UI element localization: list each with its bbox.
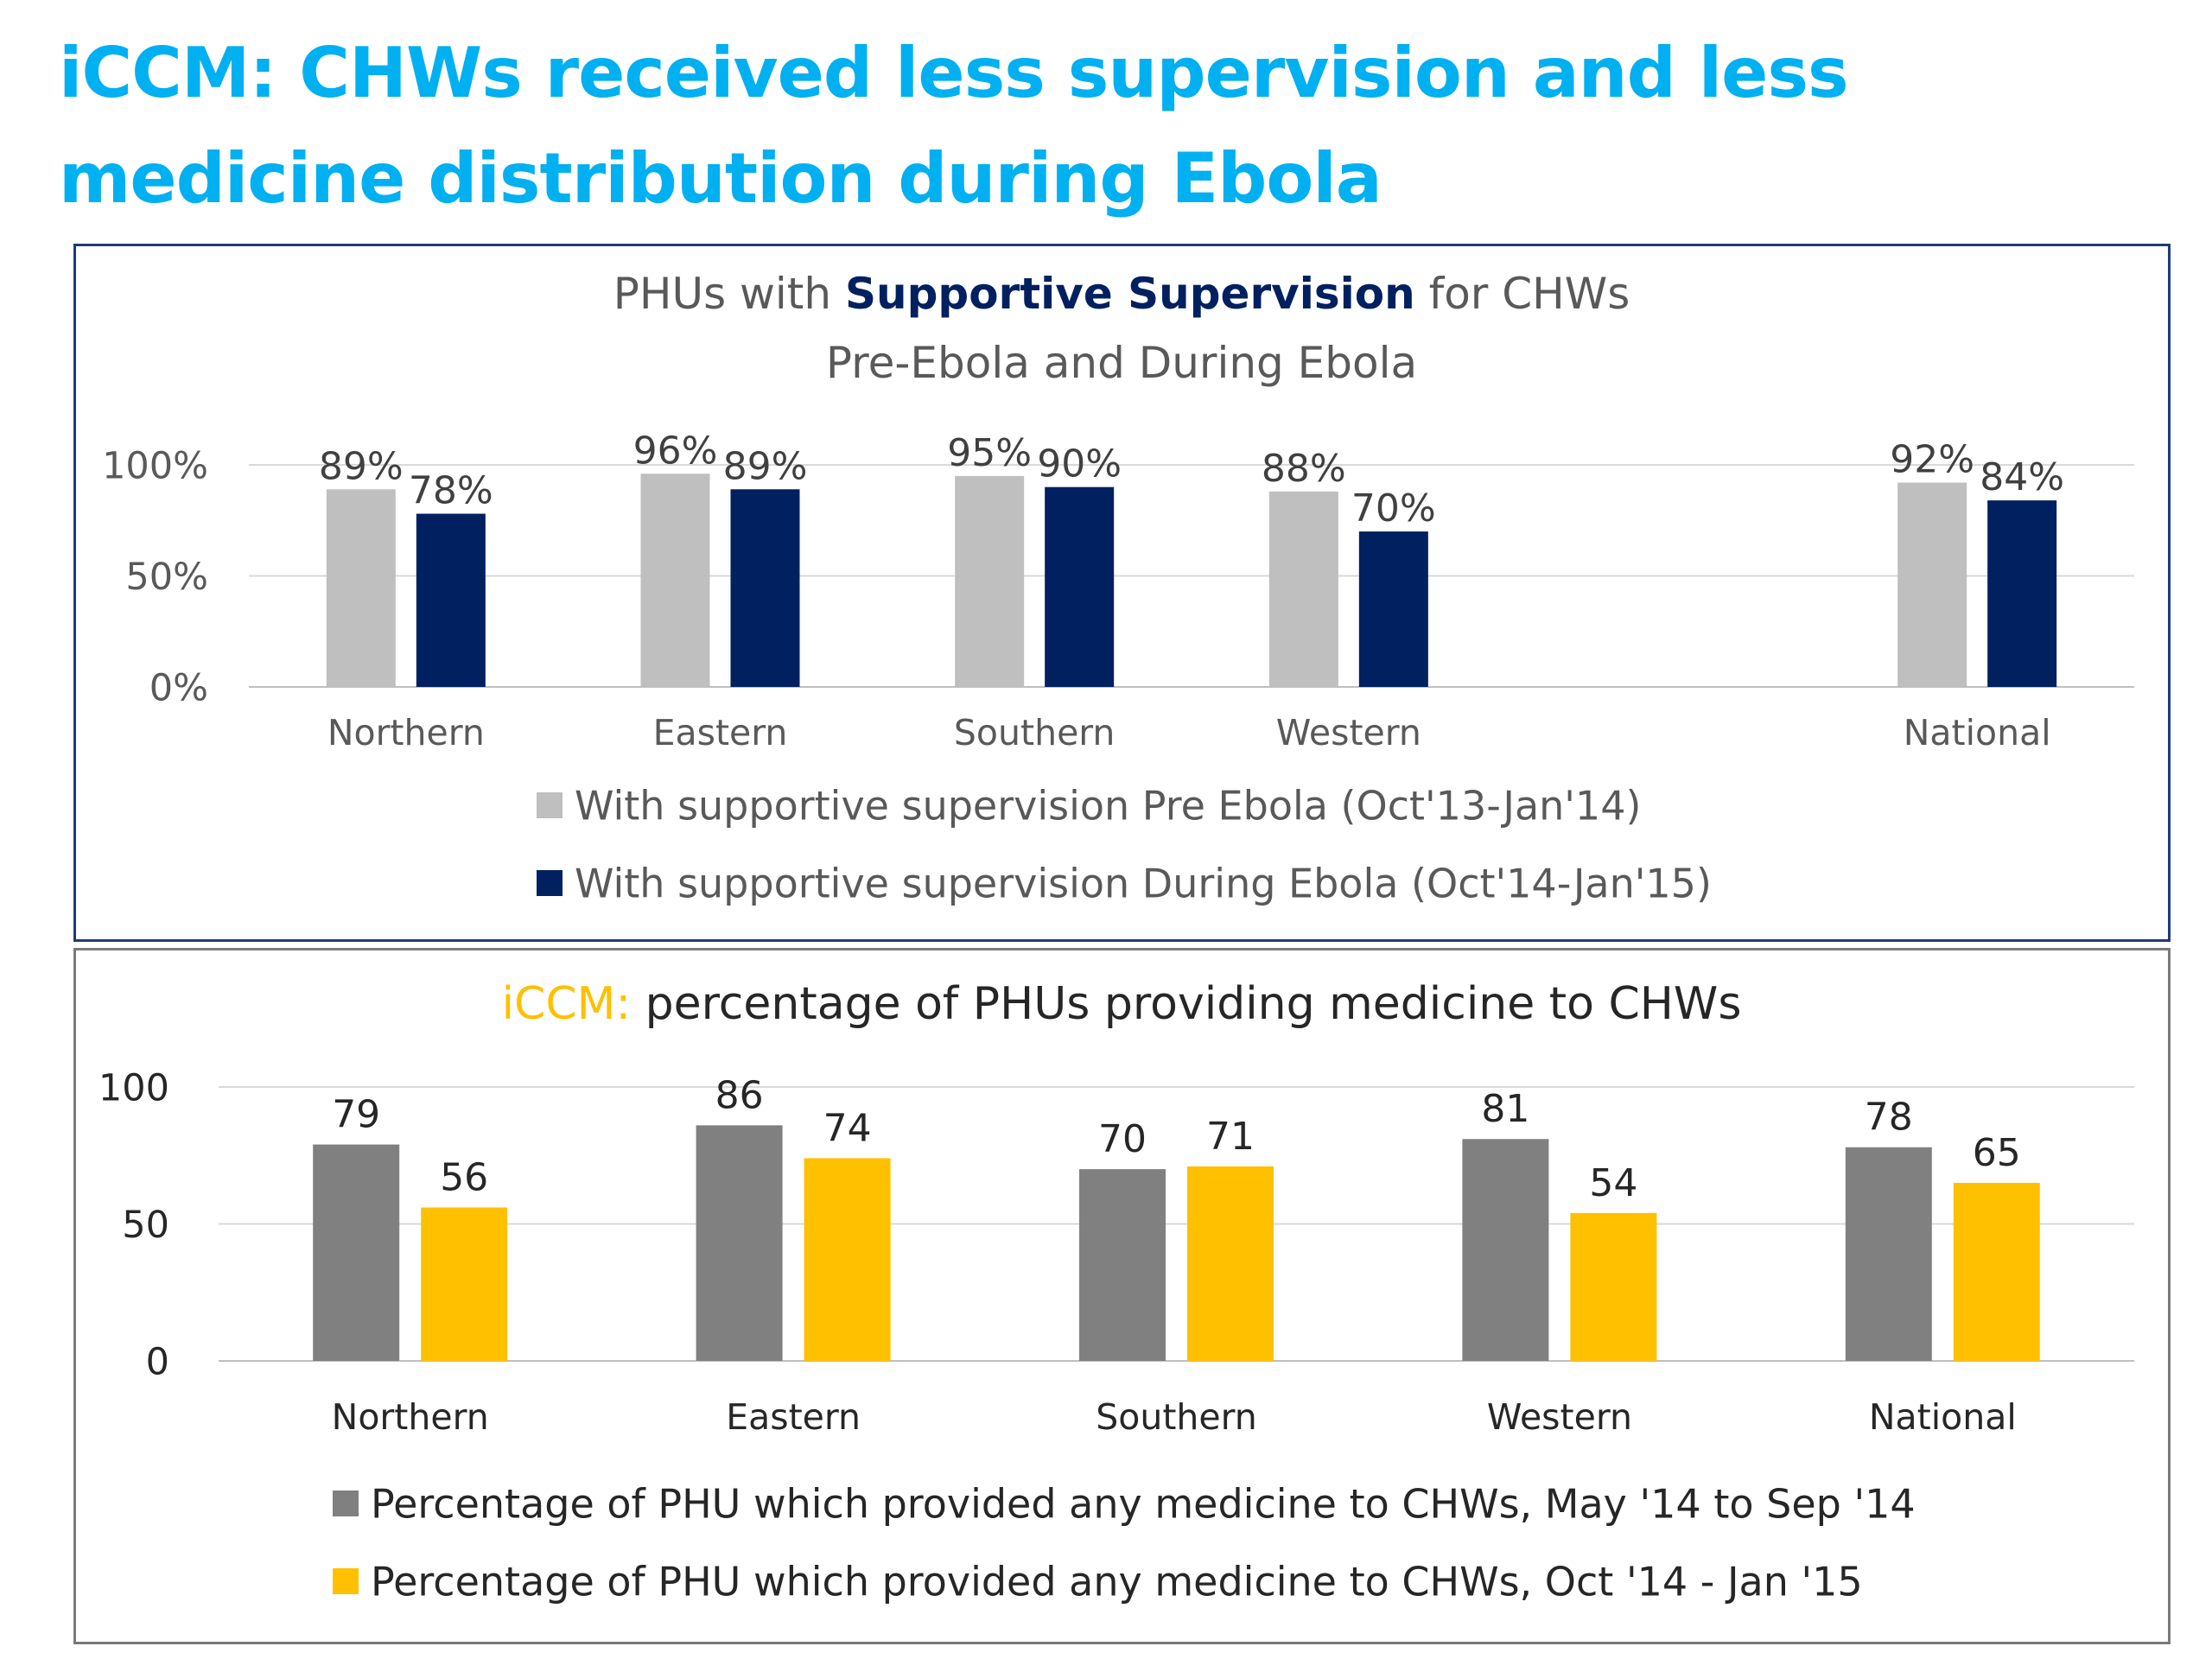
medicine-bar [1462, 1139, 1549, 1361]
medicine-legend-label: Percentage of PHU which provided any med… [371, 1559, 1863, 1605]
medicine-data-label: 86 [715, 1073, 764, 1117]
supervision-title-part-1: PHUs with [613, 269, 845, 319]
medicine-title-colon: : [616, 978, 645, 1030]
supervision-data-label: 89% [319, 444, 404, 488]
supervision-y-tick-label: 0% [149, 666, 208, 709]
supervision-category-label: Western [1276, 712, 1421, 753]
supervision-bar [1045, 486, 1115, 687]
supervision-category-label: National [1904, 712, 2051, 753]
supervision-y-tick-label: 100% [102, 444, 208, 487]
supervision-legend-swatch [537, 870, 563, 896]
slide-title: iCCM: CHWs received less supervision and… [59, 21, 2046, 232]
medicine-legend-swatch [333, 1491, 359, 1516]
medicine-legend-label: Percentage of PHU which provided any med… [371, 1481, 1916, 1528]
supervision-bar [730, 489, 800, 687]
supervision-chart-title: PHUs with Supportive Supervision for CHW… [613, 269, 1630, 319]
medicine-bar [696, 1125, 783, 1361]
supervision-bar [640, 474, 710, 687]
supervision-title-part-3: for CHWs [1415, 269, 1630, 319]
medicine-plot-area: 0 50 100 Northern 79 56 Eastern 86 74 Southern 70 7… [99, 1066, 2134, 1438]
medicine-category-label: Southern [1096, 1396, 1257, 1438]
supervision-bar [326, 489, 396, 687]
medicine-legend-swatch [333, 1568, 359, 1594]
supervision-data-label: 88% [1262, 447, 1346, 491]
supervision-legend-label: With supportive supervision Pre Ebola (O… [575, 783, 1641, 830]
medicine-category-label: Northern [332, 1396, 489, 1438]
medicine-data-label: 56 [440, 1155, 488, 1199]
supervision-data-label: 78% [409, 469, 493, 513]
medicine-data-label: 81 [1481, 1087, 1529, 1131]
medicine-bar [1570, 1212, 1657, 1361]
medicine-data-label: 54 [1589, 1161, 1637, 1205]
slide-title-line-1: iCCM: CHWs received less supervision and… [59, 33, 1849, 113]
supervision-data-label: 90% [1037, 442, 1122, 486]
medicine-bar [1845, 1147, 1932, 1361]
medicine-category-label: Western [1487, 1396, 1632, 1438]
supervision-data-label: 89% [723, 444, 808, 488]
supervision-category-label: Northern [327, 712, 485, 753]
supervision-bar [1358, 531, 1428, 687]
supervision-y-tick-label: 50% [125, 556, 208, 599]
medicine-data-label: 70 [1098, 1117, 1147, 1161]
medicine-data-label: 79 [332, 1093, 380, 1137]
medicine-chart: iCCM: percentage of PHUs providing medic… [99, 978, 2134, 1605]
supervision-title-emphasis: Supportive Supervision [845, 269, 1415, 319]
supervision-bar [1987, 500, 2057, 687]
medicine-data-label: 65 [1973, 1131, 2021, 1175]
medicine-bar [313, 1144, 400, 1361]
slide-title-line-2: medicine distribution during Ebola [59, 138, 1382, 219]
medicine-chart-title: iCCM: percentage of PHUs providing medic… [502, 978, 1742, 1030]
supervision-legend-label: With supportive supervision During Ebola… [575, 861, 1712, 907]
medicine-data-label: 78 [1865, 1096, 1913, 1140]
medicine-bar [421, 1207, 508, 1361]
medicine-category-label: Eastern [726, 1396, 861, 1438]
supervision-data-label: 84% [1980, 455, 2064, 499]
medicine-y-tick-label: 0 [146, 1340, 169, 1383]
medicine-title-text: percentage of PHUs providing medicine to… [645, 978, 1742, 1030]
medicine-bar [804, 1158, 891, 1361]
supervision-bar [1897, 482, 1967, 687]
supervision-chart-subtitle: Pre-Ebola and During Ebola [826, 338, 1417, 388]
supervision-data-label: 96% [633, 429, 718, 473]
medicine-chart-panel: iCCM: percentage of PHUs providing medic… [73, 948, 2171, 1644]
medicine-bar [1953, 1182, 2040, 1361]
supervision-data-label: 95% [947, 431, 1032, 475]
supervision-bar [955, 475, 1025, 687]
supervision-legend-swatch [537, 792, 563, 818]
supervision-category-label: Eastern [653, 712, 788, 753]
supervision-chart-panel: PHUs with Supportive Supervision for CHW… [73, 244, 2171, 942]
supervision-bar [1268, 491, 1338, 687]
medicine-legend: Percentage of PHU which provided any med… [333, 1481, 1916, 1605]
medicine-bar [1187, 1166, 1274, 1361]
supervision-category-label: Southern [954, 712, 1116, 753]
medicine-data-label: 74 [823, 1106, 872, 1150]
medicine-bar [1079, 1169, 1166, 1361]
medicine-category-label: National [1869, 1396, 2017, 1438]
medicine-title-iccm: iCCM [502, 978, 616, 1030]
supervision-chart: PHUs with Supportive Supervision for CHW… [102, 269, 2134, 907]
supervision-data-label: 92% [1890, 438, 1974, 482]
supervision-legend: With supportive supervision Pre Ebola (O… [537, 783, 1712, 907]
medicine-y-tick-label: 50 [122, 1204, 169, 1247]
supervision-bar [416, 513, 486, 687]
medicine-y-tick-label: 100 [99, 1066, 169, 1109]
medicine-data-label: 71 [1206, 1115, 1255, 1159]
supervision-data-label: 70% [1351, 486, 1436, 531]
